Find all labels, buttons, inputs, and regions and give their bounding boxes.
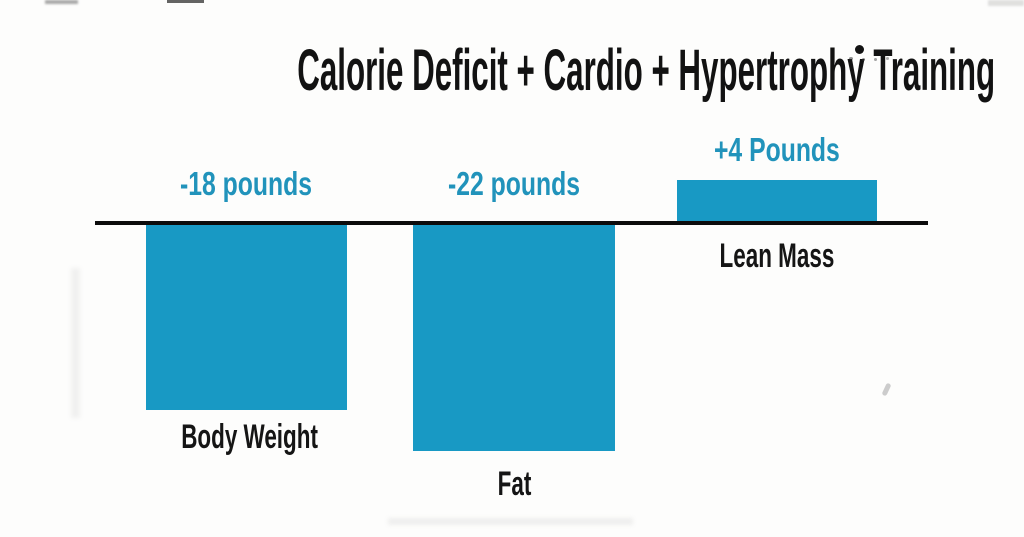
- texture-smudge: [388, 518, 633, 525]
- category-label-body-weight-text: Body Weight: [181, 418, 318, 456]
- value-label-body-weight: -18 pounds: [146, 167, 347, 200]
- bar-fat: [413, 225, 615, 451]
- zero-baseline: [95, 221, 928, 225]
- texture-smudge: [167, 0, 204, 3]
- value-label-fat-text: -22 pounds: [447, 165, 580, 202]
- category-label-lean-mass-text: Lean Mass: [719, 237, 835, 275]
- texture-smudge: [71, 268, 80, 418]
- texture-speck: [881, 382, 892, 397]
- value-label-lean-mass: +4 Pounds: [677, 133, 877, 166]
- texture-speck: [874, 58, 877, 61]
- texture-speck: [862, 58, 865, 61]
- texture-smudge: [45, 0, 78, 4]
- category-label-fat-text: Fat: [497, 465, 531, 503]
- category-label-body-weight: Body Weight: [146, 420, 347, 454]
- value-label-fat: -22 pounds: [413, 167, 615, 200]
- chart-title: Calorie Deficit + Cardio + Hypertrophy T…: [0, 42, 1024, 100]
- texture-smudge: [988, 0, 1024, 6]
- bar-body-weight: [146, 225, 347, 410]
- texture-speck: [886, 57, 889, 60]
- texture-ink-dot: [855, 45, 864, 54]
- value-label-lean-mass-text: +4 Pounds: [714, 131, 840, 168]
- category-label-lean-mass: Lean Mass: [677, 239, 877, 273]
- category-label-fat: Fat: [413, 467, 615, 501]
- value-label-body-weight-text: -18 pounds: [180, 165, 313, 202]
- bar-lean-mass: [677, 180, 877, 221]
- chart-title-text: Calorie Deficit + Cardio + Hypertrophy T…: [297, 38, 996, 103]
- texture-speck: [849, 57, 853, 60]
